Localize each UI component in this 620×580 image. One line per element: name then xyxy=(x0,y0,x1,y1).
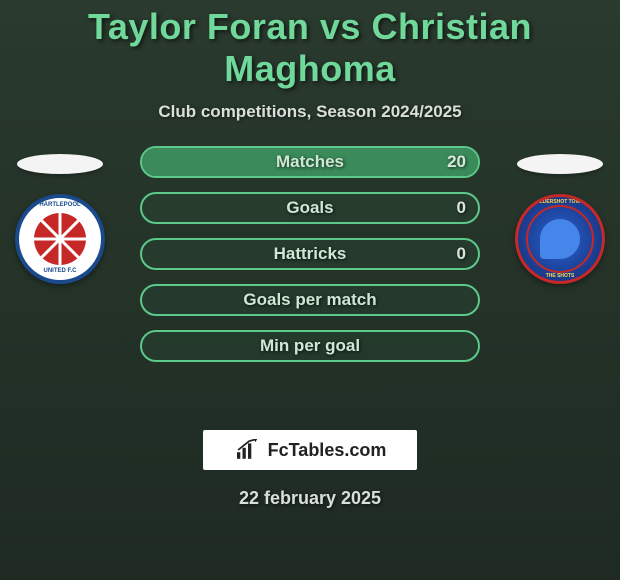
subtitle: Club competitions, Season 2024/2025 xyxy=(0,102,620,122)
stat-label: Goals per match xyxy=(243,290,376,310)
badge-text-bottom: UNITED F.C xyxy=(19,268,101,274)
stat-label: Hattricks xyxy=(274,244,347,264)
phoenix-icon xyxy=(540,219,580,259)
stat-row: Matches 20 xyxy=(140,146,480,178)
club-badge-left: HARTLEPOOL UNITED F.C xyxy=(15,194,105,284)
stat-value-right: 0 xyxy=(457,244,466,264)
stat-label: Goals xyxy=(286,198,333,218)
comparison-content: HARTLEPOOL UNITED F.C ALDERSHOT TOWN THE… xyxy=(0,154,620,414)
badge-text-bottom-r: THE SHOTS xyxy=(518,273,602,279)
page-title: Taylor Foran vs Christian Maghoma xyxy=(0,6,620,90)
vs-text: vs xyxy=(320,6,361,47)
stat-label: Matches xyxy=(276,152,344,172)
left-flag-icon xyxy=(17,154,103,174)
stat-row: Goals per match xyxy=(140,284,480,316)
left-side: HARTLEPOOL UNITED F.C xyxy=(10,154,110,284)
right-side: ALDERSHOT TOWN THE SHOTS xyxy=(510,154,610,284)
player1-name: Taylor Foran xyxy=(88,6,309,47)
club-badge-right: ALDERSHOT TOWN THE SHOTS xyxy=(515,194,605,284)
header: Taylor Foran vs Christian Maghoma Club c… xyxy=(0,0,620,122)
stat-label: Min per goal xyxy=(260,336,360,356)
watermark: FcTables.com xyxy=(203,430,417,470)
stat-value-right: 0 xyxy=(457,198,466,218)
right-flag-icon xyxy=(517,154,603,174)
chart-icon xyxy=(234,439,262,461)
badge-text-top: HARTLEPOOL xyxy=(19,202,101,208)
stat-value-right: 20 xyxy=(447,152,466,172)
stat-row: Goals 0 xyxy=(140,192,480,224)
date-text: 22 february 2025 xyxy=(0,488,620,509)
stat-row: Min per goal xyxy=(140,330,480,362)
stat-row: Hattricks 0 xyxy=(140,238,480,270)
watermark-text: FcTables.com xyxy=(268,440,387,461)
stat-rows: Matches 20 Goals 0 Hattricks 0 Goals per match… xyxy=(140,146,480,376)
